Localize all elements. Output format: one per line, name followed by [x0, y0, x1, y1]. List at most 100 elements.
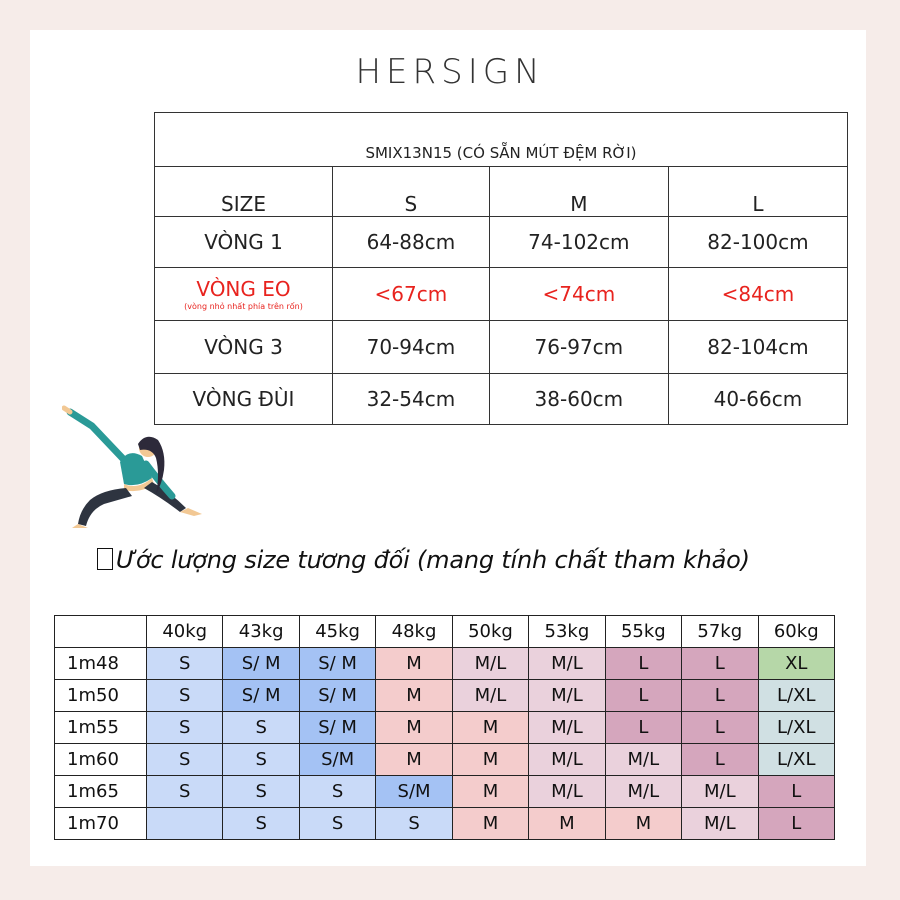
- figure-raised-arm: [66, 408, 132, 468]
- height-weight-size-table: 40kg 43kg 45kg 48kg 50kg 53kg 55kg 57kg 60kg 1m48…: [54, 615, 835, 840]
- weight-header-cell: 53kg: [528, 615, 606, 648]
- height-row: 1m48 S S/ M S/ M M M/L M/L L L XL: [54, 647, 835, 680]
- size-cell: L/XL: [757, 743, 835, 776]
- size-cell: L: [604, 711, 683, 744]
- size-cell: L: [757, 775, 835, 808]
- measurement-row-vong3: VÒNG 3 70-94cm 76-97cm 82-104cm: [154, 320, 849, 374]
- size-cell: S: [145, 647, 224, 680]
- checkbox-glyph-icon: [97, 548, 113, 570]
- size-header-l: L: [667, 166, 849, 217]
- weight-header-cell: 48kg: [375, 615, 453, 648]
- figure-back-leg: [78, 488, 132, 526]
- size-cell: S/M: [298, 743, 377, 776]
- size-cell: M: [375, 711, 453, 744]
- size-measurement-table: SMIX13N15 (CÓ SẴN MÚT ĐỆM RỜI) SIZE S M …: [154, 112, 849, 425]
- size-cell: M: [375, 743, 453, 776]
- size-cell: S/ M: [298, 679, 377, 712]
- measurement-value: 76-97cm: [488, 320, 669, 374]
- size-cell: M/L: [681, 775, 759, 808]
- size-cell: M: [375, 679, 453, 712]
- caption-text: Ước lượng size tương đối (mang tính chất…: [116, 546, 750, 574]
- weight-header-cell: 55kg: [604, 615, 683, 648]
- size-cell: M/L: [528, 679, 606, 712]
- height-label: 1m70: [54, 807, 147, 840]
- size-cell: L: [681, 711, 759, 744]
- measurement-value: 82-100cm: [667, 216, 849, 268]
- size-cell: M/L: [451, 647, 530, 680]
- size-cell: M: [604, 807, 683, 840]
- measurement-value: 32-54cm: [332, 373, 490, 425]
- product-title: SMIX13N15 (CÓ SẴN MÚT ĐỆM RỜI): [154, 112, 848, 167]
- size-cell: L: [757, 807, 835, 840]
- size-cell: S/ M: [222, 679, 300, 712]
- measurement-label: VÒNG EO (vòng nhỏ nhất phía trên rốn): [154, 267, 333, 321]
- height-label: 1m55: [54, 711, 147, 744]
- size-cell: L: [681, 679, 759, 712]
- size-cell: M: [375, 647, 453, 680]
- figure-raised-hand: [62, 405, 73, 415]
- measurement-label: VÒNG ĐÙI: [154, 373, 333, 425]
- measurement-row-vong-dui: VÒNG ĐÙI 32-54cm 38-60cm 40-66cm: [154, 373, 849, 425]
- size-cell: S: [375, 807, 453, 840]
- yoga-woman-illustration: [62, 405, 202, 528]
- figure-front-leg: [144, 482, 186, 512]
- size-cell: L: [604, 679, 683, 712]
- height-row: 1m55 S S S/ M M M M/L L L L/XL: [54, 711, 835, 744]
- measurement-label: VÒNG 1: [154, 216, 333, 268]
- size-cell: S: [298, 775, 377, 808]
- size-header-m: M: [488, 166, 669, 217]
- measurement-row-vong1: VÒNG 1 64-88cm 74-102cm 82-100cm: [154, 216, 849, 268]
- height-row: 1m65 S S S S/M M M/L M/L M/L L: [54, 775, 835, 808]
- size-cell: L/XL: [757, 679, 835, 712]
- weight-header-cell: 45kg: [298, 615, 377, 648]
- size-cell: S: [222, 743, 300, 776]
- size-cell: S: [222, 807, 300, 840]
- size-header-label: SIZE: [154, 166, 333, 217]
- size-header-s: S: [332, 166, 490, 217]
- waist-label: VÒNG EO: [196, 277, 291, 301]
- size-cell: S: [145, 711, 224, 744]
- size-cell: S: [222, 711, 300, 744]
- size-cell: [145, 807, 224, 840]
- size-cell: M: [528, 807, 606, 840]
- brand-logo: HERSIGN: [355, 52, 545, 92]
- corner-cell: [54, 615, 147, 648]
- size-cell: M/L: [528, 775, 606, 808]
- size-cell: L: [681, 743, 759, 776]
- measurement-value: <67cm: [332, 267, 490, 321]
- weight-header-cell: 43kg: [222, 615, 300, 648]
- height-row: 1m50 S S/ M S/ M M M/L M/L L L L/XL: [54, 679, 835, 712]
- size-cell: S: [145, 743, 224, 776]
- size-estimate-caption: Ước lượng size tương đối (mang tính chất…: [97, 546, 750, 574]
- size-cell: S: [222, 775, 300, 808]
- size-cell: S: [145, 679, 224, 712]
- height-row: 1m70 S S S M M M M/L L: [54, 807, 835, 840]
- size-cell: L/XL: [757, 711, 835, 744]
- size-cell: M/L: [604, 743, 683, 776]
- weight-header-cell: 50kg: [451, 615, 530, 648]
- size-cell: S: [298, 807, 377, 840]
- height-label: 1m60: [54, 743, 147, 776]
- height-label: 1m65: [54, 775, 147, 808]
- size-cell: M/L: [604, 775, 683, 808]
- measurement-value: 40-66cm: [667, 373, 849, 425]
- size-cell: L: [604, 647, 683, 680]
- measurement-row-vong-eo: VÒNG EO (vòng nhỏ nhất phía trên rốn) <6…: [154, 267, 849, 321]
- size-cell: S/ M: [298, 711, 377, 744]
- size-cell: M: [451, 807, 530, 840]
- figure-back-foot: [72, 524, 88, 528]
- size-cell: M: [451, 743, 530, 776]
- size-cell: M: [451, 711, 530, 744]
- measurement-label: VÒNG 3: [154, 320, 333, 374]
- weight-header-cell: 57kg: [681, 615, 759, 648]
- size-cell: L: [681, 647, 759, 680]
- size-cell: S/M: [375, 775, 453, 808]
- weight-header-cell: 60kg: [757, 615, 835, 648]
- measurement-value: 82-104cm: [667, 320, 849, 374]
- size-cell: M: [451, 775, 530, 808]
- height-label: 1m50: [54, 679, 147, 712]
- waist-note: (vòng nhỏ nhất phía trên rốn): [184, 302, 303, 311]
- size-cell: M/L: [681, 807, 759, 840]
- measurement-value: 38-60cm: [488, 373, 669, 425]
- weight-header-cell: 40kg: [145, 615, 224, 648]
